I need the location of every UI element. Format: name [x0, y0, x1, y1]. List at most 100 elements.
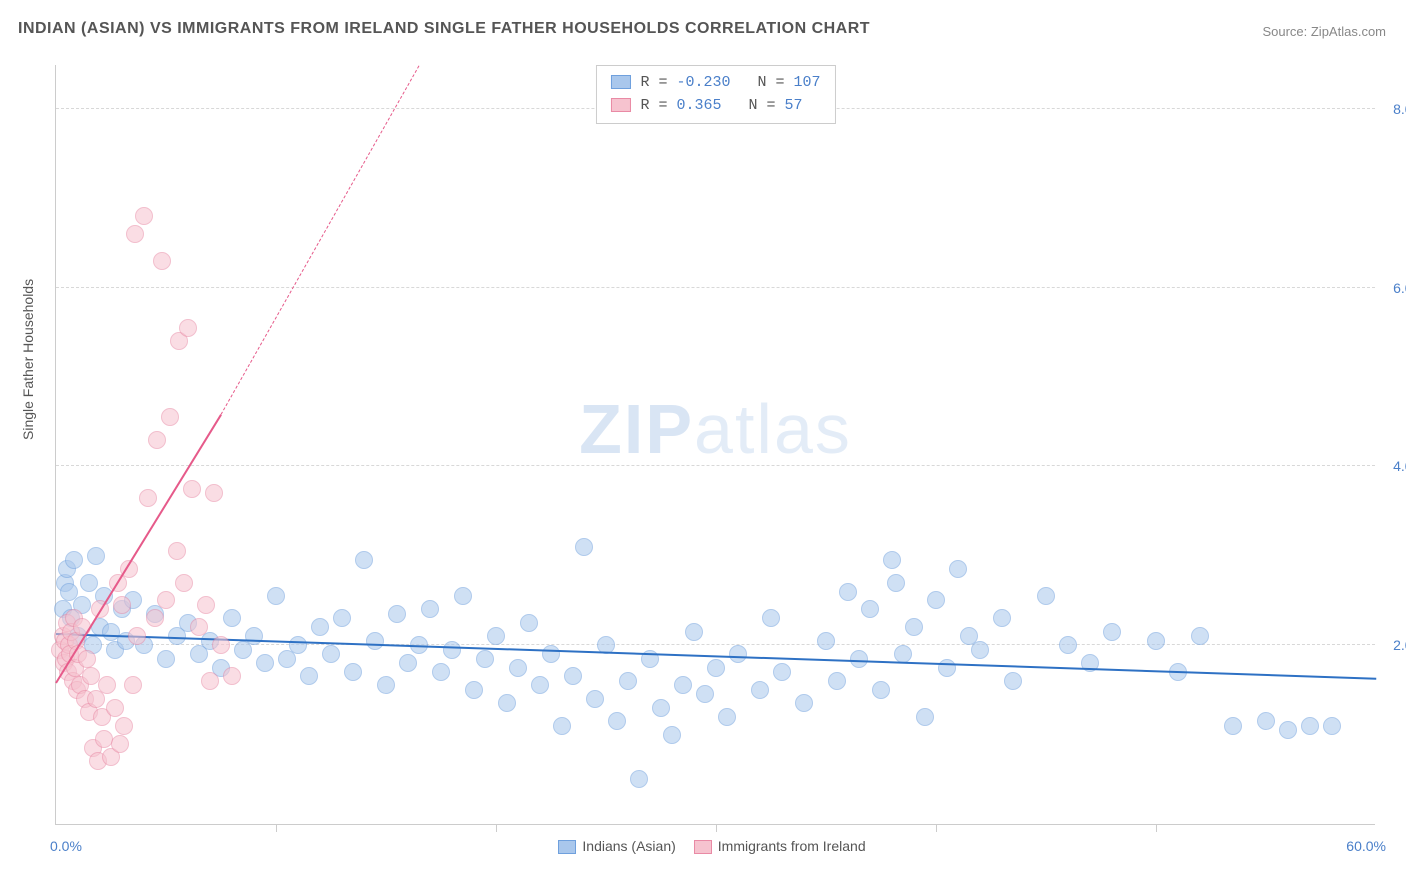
data-point	[553, 717, 571, 735]
data-point	[498, 694, 516, 712]
data-point	[80, 574, 98, 592]
y-tick-label: 4.0%	[1393, 458, 1406, 474]
data-point	[157, 591, 175, 609]
data-point	[78, 650, 96, 668]
data-point	[205, 484, 223, 502]
y-tick-label: 2.0%	[1393, 637, 1406, 653]
data-point	[674, 676, 692, 694]
x-tick	[496, 824, 497, 832]
data-point	[201, 672, 219, 690]
data-point	[322, 645, 340, 663]
stats-row: R = 0.365 N = 57	[610, 95, 820, 118]
data-point	[267, 587, 285, 605]
data-point	[696, 685, 714, 703]
data-point	[212, 636, 230, 654]
data-point	[311, 618, 329, 636]
plot-area: ZIPatlas R = -0.230 N = 107R = 0.365 N =…	[55, 65, 1375, 825]
data-point	[619, 672, 637, 690]
data-point	[1224, 717, 1242, 735]
data-point	[179, 319, 197, 337]
data-point	[245, 627, 263, 645]
data-point	[795, 694, 813, 712]
data-point	[1257, 712, 1275, 730]
data-point	[161, 408, 179, 426]
data-point	[1004, 672, 1022, 690]
data-point	[344, 663, 362, 681]
data-point	[183, 480, 201, 498]
data-point	[87, 547, 105, 565]
y-axis-label: Single Father Households	[20, 279, 36, 440]
watermark: ZIPatlas	[579, 389, 852, 469]
data-point	[531, 676, 549, 694]
data-point	[938, 659, 956, 677]
data-point	[476, 650, 494, 668]
data-point	[894, 645, 912, 663]
data-point	[850, 650, 868, 668]
data-point	[586, 690, 604, 708]
data-point	[729, 645, 747, 663]
x-tick	[716, 824, 717, 832]
stats-legend: R = -0.230 N = 107R = 0.365 N = 57	[595, 65, 835, 124]
data-point	[652, 699, 670, 717]
data-point	[399, 654, 417, 672]
data-point	[839, 583, 857, 601]
gridline	[56, 465, 1375, 466]
legend-label: Indians (Asian)	[582, 838, 675, 854]
data-point	[168, 542, 186, 560]
data-point	[993, 609, 1011, 627]
data-point	[135, 207, 153, 225]
data-point	[927, 591, 945, 609]
data-point	[139, 489, 157, 507]
chart-title: INDIAN (ASIAN) VS IMMIGRANTS FROM IRELAN…	[18, 20, 870, 38]
data-point	[465, 681, 483, 699]
trend-line	[221, 65, 420, 414]
data-point	[1323, 717, 1341, 735]
data-point	[113, 596, 131, 614]
data-point	[377, 676, 395, 694]
data-point	[366, 632, 384, 650]
data-point	[454, 587, 472, 605]
data-point	[157, 650, 175, 668]
data-point	[828, 672, 846, 690]
data-point	[289, 636, 307, 654]
data-point	[509, 659, 527, 677]
source-label: Source: ZipAtlas.com	[1262, 24, 1386, 39]
data-point	[685, 623, 703, 641]
data-point	[905, 618, 923, 636]
data-point	[115, 717, 133, 735]
data-point	[355, 551, 373, 569]
data-point	[542, 645, 560, 663]
data-point	[153, 252, 171, 270]
data-point	[751, 681, 769, 699]
data-point	[148, 431, 166, 449]
data-point	[388, 605, 406, 623]
data-point	[1301, 717, 1319, 735]
data-point	[887, 574, 905, 592]
data-point	[663, 726, 681, 744]
data-point	[872, 681, 890, 699]
data-point	[421, 600, 439, 618]
data-point	[65, 551, 83, 569]
gridline	[56, 287, 1375, 288]
data-point	[223, 609, 241, 627]
data-point	[124, 676, 142, 694]
data-point	[608, 712, 626, 730]
data-point	[1191, 627, 1209, 645]
data-point	[1103, 623, 1121, 641]
data-point	[175, 574, 193, 592]
legend-swatch-icon	[610, 75, 630, 89]
data-point	[575, 538, 593, 556]
data-point	[1037, 587, 1055, 605]
data-point	[707, 659, 725, 677]
x-tick	[936, 824, 937, 832]
data-point	[718, 708, 736, 726]
x-tick	[276, 824, 277, 832]
data-point	[111, 735, 129, 753]
data-point	[197, 596, 215, 614]
data-point	[630, 770, 648, 788]
data-point	[520, 614, 538, 632]
bottom-legend: Indians (Asian)Immigrants from Ireland	[0, 838, 1406, 854]
y-tick-label: 6.0%	[1393, 280, 1406, 296]
legend-swatch-icon	[558, 840, 576, 854]
data-point	[861, 600, 879, 618]
